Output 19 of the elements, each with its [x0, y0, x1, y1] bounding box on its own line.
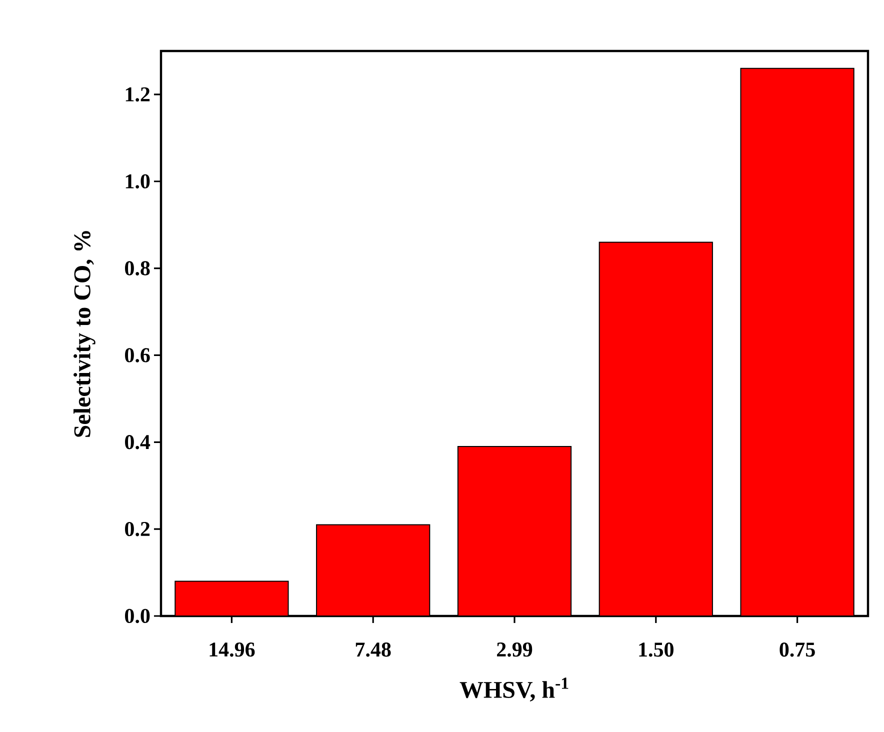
- x-tick-label: 0.75: [780, 642, 815, 657]
- x-tick-label: 1.50: [639, 642, 674, 657]
- bar: [175, 581, 288, 616]
- bar: [599, 242, 712, 616]
- bar: [458, 446, 572, 616]
- y-tick-label: 0.6: [125, 348, 150, 362]
- y-tick-label: 0.8: [125, 261, 150, 276]
- bar: [316, 524, 430, 616]
- x-tick-label: 2.99: [497, 642, 532, 657]
- x-tick-label: 14.96: [210, 642, 255, 657]
- x-tick-label: 7.48: [356, 642, 391, 657]
- y-tick-label: 0.2: [125, 522, 150, 536]
- y-tick-label: 1.2: [126, 87, 150, 102]
- bar: [740, 68, 854, 616]
- y-tick-label: 0.0: [125, 608, 150, 624]
- x-axis-title: WHSV, h$^{-1}$: [460, 678, 568, 702]
- y-tick-label: 1.0: [126, 174, 150, 189]
- y-axis-title: Selectivity to CO, %: [74, 231, 96, 437]
- y-tick-label: 0.4: [125, 435, 150, 450]
